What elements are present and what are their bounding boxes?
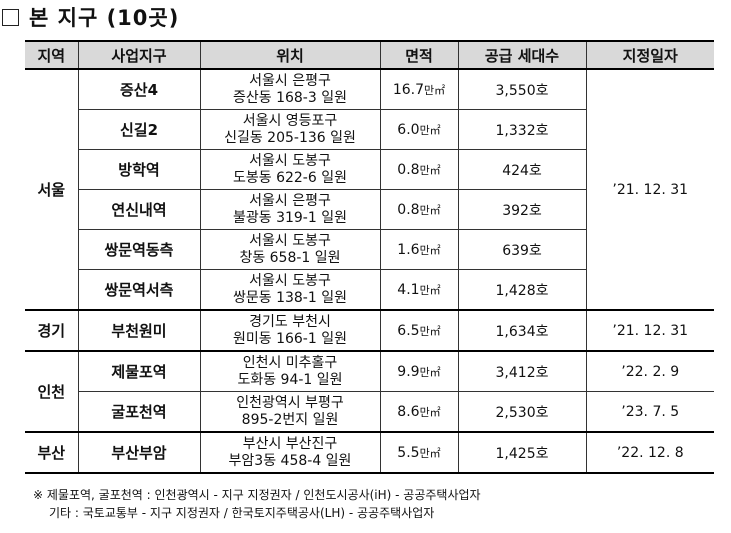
units-cell: 1,425호 bbox=[457, 431, 587, 474]
region-cell: 서울 bbox=[25, 68, 79, 311]
table-row: 굴포천역 인천광역시 부평구 895-2번지 일원 8.6만㎡ 2,530호 ’2… bbox=[25, 391, 714, 433]
units-cell: 2,530호 bbox=[457, 391, 587, 433]
date-cell: ’22. 2. 9 bbox=[585, 350, 714, 392]
footnotes: ※ 제물포역, 굴포천역 : 인천광역시 - 지구 지정권자 / 인천도시공사(… bbox=[33, 486, 481, 522]
units-cell: 3,550호 bbox=[457, 68, 587, 110]
table-header-row: 지역 사업지구 위치 면적 공급 세대수 지정일자 bbox=[25, 40, 714, 70]
location-cell: 인천광역시 부평구 895-2번지 일원 bbox=[199, 391, 381, 433]
location-cell: 경기도 부천시 원미동 166-1 일원 bbox=[199, 309, 381, 352]
checkbox-square-icon bbox=[2, 8, 19, 26]
location-cell: 서울시 은평구 불광동 319-1 일원 bbox=[199, 189, 381, 230]
header-date: 지정일자 bbox=[585, 40, 714, 70]
location-cell: 서울시 도봉구 창동 658-1 일원 bbox=[199, 229, 381, 270]
area-cell: 0.8만㎡ bbox=[379, 149, 459, 190]
location-cell: 서울시 영등포구 신길동 205-136 일원 bbox=[199, 109, 381, 150]
units-cell: 1,428호 bbox=[457, 269, 586, 311]
region-cell: 인천 bbox=[25, 350, 79, 433]
area-cell: 6.0만㎡ bbox=[379, 109, 459, 150]
table-row: 쌍문역동측 서울시 도봉구 창동 658-1 일원 1.6만㎡ 639호 bbox=[25, 229, 714, 270]
table-row: 신길2 서울시 영등포구 신길동 205-136 일원 6.0만㎡ 1,332호 bbox=[25, 109, 714, 150]
district-cell: 제물포역 bbox=[77, 350, 201, 392]
units-cell: 639호 bbox=[457, 229, 586, 270]
area-cell: 1.6만㎡ bbox=[379, 229, 459, 270]
header-region: 지역 bbox=[25, 40, 79, 70]
header-units: 공급 세대수 bbox=[457, 40, 587, 70]
table-row: 연신내역 서울시 은평구 불광동 319-1 일원 0.8만㎡ 392호 bbox=[25, 189, 714, 230]
units-cell: 1,332호 bbox=[457, 109, 586, 150]
date-cell: ’22. 12. 8 bbox=[585, 431, 714, 474]
footnote-other: 기타 : 국토교통부 - 지구 지정권자 / 한국토지주택공사(LH) - 공공… bbox=[49, 506, 435, 520]
footnote-incheon: ※ 제물포역, 굴포천역 : 인천광역시 - 지구 지정권자 / 인천도시공사(… bbox=[33, 488, 481, 502]
header-location: 위치 bbox=[199, 40, 381, 70]
location-cell: 부산시 부산진구 부암3동 458-4 일원 bbox=[199, 431, 381, 474]
header-district: 사업지구 bbox=[77, 40, 201, 70]
district-cell: 증산4 bbox=[77, 68, 201, 110]
area-cell: 16.7만㎡ bbox=[379, 68, 459, 110]
area-cell: 4.1만㎡ bbox=[379, 269, 459, 311]
area-cell: 9.9만㎡ bbox=[379, 350, 459, 392]
table-row: 부산 부산부암 부산시 부산진구 부암3동 458-4 일원 5.5만㎡ 1,42… bbox=[25, 431, 714, 474]
units-cell: 1,634호 bbox=[457, 309, 587, 352]
page-title: 본 지구 (10곳) bbox=[2, 2, 179, 32]
district-cell: 부산부암 bbox=[77, 431, 201, 474]
district-cell: 연신내역 bbox=[78, 189, 201, 230]
district-cell: 방학역 bbox=[78, 149, 201, 190]
table-row: 경기 부천원미 경기도 부천시 원미동 166-1 일원 6.5만㎡ 1,634호… bbox=[25, 309, 714, 352]
table-row: 쌍문역서측 서울시 도봉구 쌍문동 138-1 일원 4.1만㎡ 1,428호 bbox=[25, 269, 714, 311]
district-cell: 신길2 bbox=[78, 109, 201, 150]
district-cell: 쌍문역동측 bbox=[78, 229, 201, 270]
units-cell: 3,412호 bbox=[457, 350, 587, 392]
units-cell: 392호 bbox=[457, 189, 586, 230]
district-table: 지역 사업지구 위치 면적 공급 세대수 지정일자 서울 증산4 서울시 은평구… bbox=[25, 40, 714, 474]
table-row: 인천 제물포역 인천시 미추홀구 도화동 94-1 일원 9.9만㎡ 3,412호… bbox=[25, 350, 714, 433]
units-cell: 424호 bbox=[457, 149, 586, 190]
region-cell: 부산 bbox=[25, 431, 79, 474]
date-cell: ’21. 12. 31 bbox=[585, 68, 714, 311]
region-cell: 경기 bbox=[25, 309, 79, 352]
area-cell: 8.6만㎡ bbox=[379, 391, 459, 433]
table-row: 서울 증산4 서울시 은평구 증산동 168-3 일원 16.7만㎡ 3,550호… bbox=[25, 68, 714, 311]
location-cell: 인천시 미추홀구 도화동 94-1 일원 bbox=[199, 350, 381, 392]
area-cell: 6.5만㎡ bbox=[379, 309, 459, 352]
table-row: 방학역 서울시 도봉구 도봉동 622-6 일원 0.8만㎡ 424호 bbox=[25, 149, 714, 190]
location-cell: 서울시 도봉구 도봉동 622-6 일원 bbox=[199, 149, 381, 190]
district-cell: 부천원미 bbox=[77, 309, 201, 352]
area-cell: 5.5만㎡ bbox=[379, 431, 459, 474]
location-cell: 서울시 은평구 증산동 168-3 일원 bbox=[199, 68, 381, 110]
district-cell: 굴포천역 bbox=[78, 391, 201, 433]
page-title-text: 본 지구 (10곳) bbox=[29, 6, 180, 30]
header-area: 면적 bbox=[379, 40, 459, 70]
location-cell: 서울시 도봉구 쌍문동 138-1 일원 bbox=[199, 269, 381, 311]
date-cell: ’21. 12. 31 bbox=[585, 309, 714, 352]
date-cell: ’23. 7. 5 bbox=[585, 391, 714, 433]
area-cell: 0.8만㎡ bbox=[379, 189, 459, 230]
district-cell: 쌍문역서측 bbox=[78, 269, 201, 311]
